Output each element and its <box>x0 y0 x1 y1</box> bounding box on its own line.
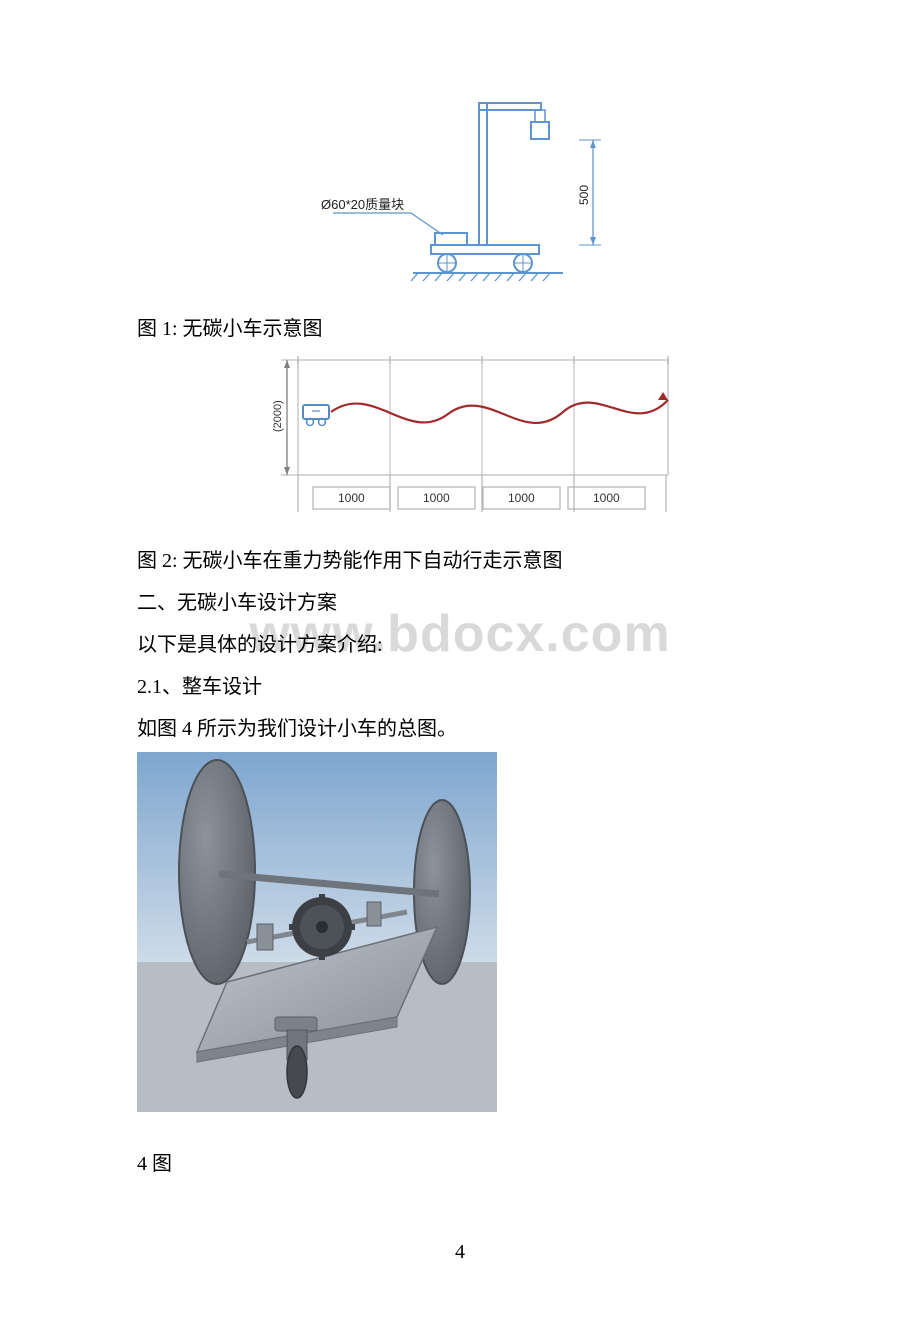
figure-1-svg: Ø60*20质量块 500 <box>303 85 618 290</box>
mass-block-label: Ø60*20质量块 <box>321 197 404 212</box>
body-p1: 二、无碳小车设计方案 <box>137 584 783 622</box>
body-p4: 如图 4 所示为我们设计小车的总图。 <box>137 710 783 748</box>
figure-4-svg <box>137 752 497 1112</box>
figure-1-caption: 图 1: 无碳小车示意图 <box>137 310 783 348</box>
document-page: www.bdocx.com <box>0 0 920 1331</box>
body-p3: 2.1、整车设计 <box>137 668 783 706</box>
figure-2: (2000) 1000 1000 1000 10 <box>137 352 783 522</box>
page-number: 4 <box>137 1233 783 1271</box>
seg-label-0: 1000 <box>338 491 365 505</box>
figure-1: Ø60*20质量块 500 <box>137 85 783 290</box>
height-dim-label: 500 <box>577 185 591 205</box>
figure-2-caption: 图 2: 无碳小车在重力势能作用下自动行走示意图 <box>137 542 783 580</box>
seg-label-2: 1000 <box>508 491 535 505</box>
figure-4 <box>137 752 783 1125</box>
figure-4-caption: 4 图 <box>137 1145 783 1183</box>
figure-2-svg: (2000) 1000 1000 1000 10 <box>243 352 678 522</box>
seg-label-1: 1000 <box>423 491 450 505</box>
height-2000-label: (2000) <box>272 400 284 432</box>
body-p2: 以下是具体的设计方案介绍: <box>137 626 783 664</box>
seg-label-3: 1000 <box>593 491 620 505</box>
page-content: Ø60*20质量块 500 图 1: 无碳小车示意图 <box>137 85 783 1271</box>
